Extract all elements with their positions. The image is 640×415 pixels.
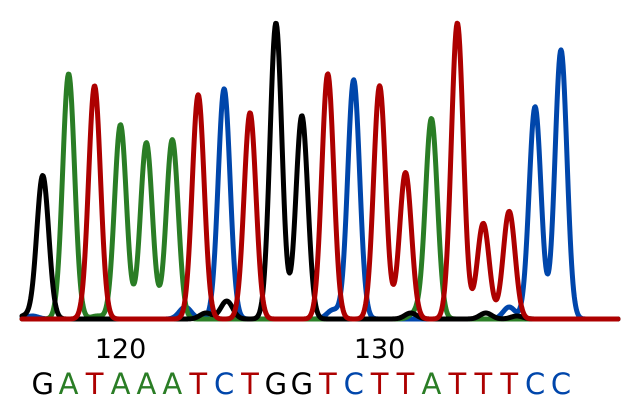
position-tick-labels: 120 130: [95, 334, 406, 365]
trace-group: [19, 20, 621, 322]
base-call-133: T: [447, 367, 466, 401]
base-call-134: T: [473, 367, 492, 401]
base-call-131: T: [396, 367, 415, 401]
base-call-128: T: [318, 367, 337, 401]
base-call-137: C: [551, 367, 571, 401]
base-call-117: G: [31, 367, 53, 401]
base-call-127: G: [291, 367, 313, 401]
base-call-120: A: [111, 367, 131, 401]
base-call-132: A: [421, 367, 441, 401]
base-call-129: C: [344, 367, 364, 401]
base-call-118: A: [59, 367, 79, 401]
position-label-120: 120: [95, 334, 147, 365]
base-call-125: T: [240, 367, 259, 401]
position-label-130: 130: [354, 334, 406, 365]
base-call-121: A: [136, 367, 156, 401]
base-call-119: T: [85, 367, 104, 401]
base-call-124: C: [214, 367, 234, 401]
base-call-122: A: [162, 367, 182, 401]
base-call-135: T: [499, 367, 518, 401]
base-call-136: C: [525, 367, 545, 401]
base-call-130: T: [370, 367, 389, 401]
base-call-126: G: [265, 367, 287, 401]
base-call-123: T: [188, 367, 207, 401]
trace-T: [19, 20, 621, 322]
